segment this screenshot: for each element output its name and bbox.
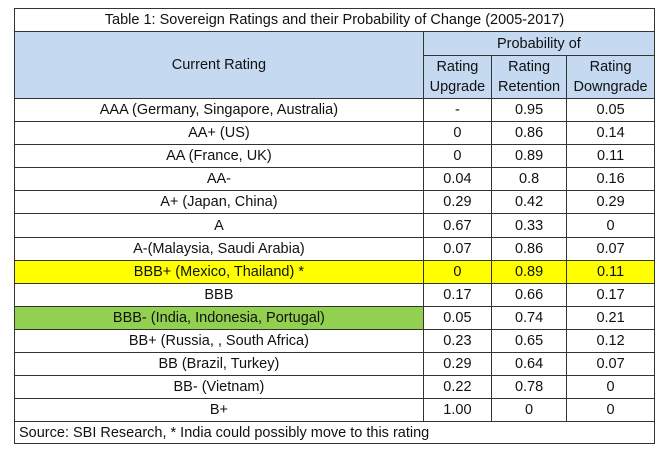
table-row: BBB+ (Mexico, Thailand) * 0 0.89 0.11 (14, 259, 655, 284)
rating-cell: AA (France, UK) (14, 144, 424, 169)
header-row: Current Rating Probability of (14, 31, 656, 99)
rating-cell: A (14, 213, 424, 238)
table-row: AA (France, UK) 0 0.89 0.11 (14, 144, 655, 169)
table-row: AAA (Germany, Singapore, Australia) -0.95… (14, 97, 655, 123)
rating-cell: B+ (14, 398, 424, 423)
upgrade-cell: 0.29 (422, 190, 493, 215)
upgrade-cell: 0.29 (422, 352, 493, 377)
upgrade-cell: 0 (422, 259, 493, 284)
downgrade-cell: 0.07 (566, 352, 655, 377)
upgrade-cell: 0.07 (422, 236, 493, 261)
retention-cell: 0.86 (491, 236, 568, 261)
header-retention-line1: Rating (508, 59, 551, 75)
table-row: AA+ (US) 0 0.86 0.14 (14, 121, 655, 146)
table-row: AA- 0.04 0.8 0.16 (14, 167, 655, 192)
header-downgrade-line2: Downgrade (573, 79, 648, 95)
table-row: BBB- (India, Indonesia, Portugal) 0.05 0.7… (14, 305, 655, 330)
header-upgrade-line2: Upgrade (429, 79, 486, 95)
downgrade-cell: 0.17 (566, 282, 655, 307)
retention-cell: 0 (491, 398, 568, 423)
upgrade-cell: 0.04 (422, 167, 493, 192)
downgrade-cell: 0 (566, 375, 655, 400)
table-row: BB (Brazil, Turkey) 0.29 0.64 0.07 (14, 352, 655, 377)
table-row: B+ 1.00 0 0 (14, 398, 655, 423)
downgrade-cell: 0.11 (566, 259, 655, 284)
table-row: BB- (Vietnam) 0.22 0.78 0 (14, 375, 655, 400)
retention-cell: 0.8 (491, 167, 568, 192)
retention-cell: 0.66 (491, 282, 568, 307)
downgrade-cell: 0.11 (566, 144, 655, 169)
downgrade-cell: 0 (566, 398, 655, 423)
retention-cell: 0.95 (491, 97, 568, 123)
rating-cell: AAA (Germany, Singapore, Australia) (14, 97, 424, 123)
rating-cell: AA+ (US) (14, 121, 424, 146)
rating-cell: BBB- (India, Indonesia, Portugal) (14, 305, 424, 330)
title-row: Table 1: Sovereign Ratings and their Pro… (14, 8, 655, 32)
rating-cell: A+ (Japan, China) (14, 190, 424, 215)
downgrade-cell: 0.07 (566, 236, 655, 261)
downgrade-cell: 0.05 (566, 97, 655, 123)
retention-cell: 0.78 (491, 375, 568, 400)
rating-cell: BB- (Vietnam) (14, 375, 424, 400)
source-row: Source: SBI Research, * India could poss… (14, 421, 655, 445)
header-upgrade-line1: Rating (436, 59, 479, 75)
table-title: Table 1: Sovereign Ratings and their Pro… (14, 8, 655, 32)
retention-cell: 0.65 (491, 328, 568, 354)
rating-cell: AA- (14, 167, 424, 192)
upgrade-cell: 0.67 (422, 213, 493, 238)
downgrade-cell: 0.14 (566, 121, 655, 146)
upgrade-cell: 0.22 (422, 375, 493, 400)
table-row: BBB 0.17 0.66 0.17 (14, 282, 655, 307)
downgrade-cell: 0.21 (566, 305, 655, 330)
header-current-rating: Current Rating (14, 31, 424, 99)
rating-cell: BB+ (Russia, , South Africa) (14, 328, 424, 354)
retention-cell: 0.42 (491, 190, 568, 215)
table-row: A+ (Japan, China) 0.29 0.42 0.29 (14, 190, 655, 215)
header-upgrade: Rating Upgrade (422, 55, 493, 99)
downgrade-cell: 0.16 (566, 167, 655, 192)
header-retention: Rating Retention (491, 55, 568, 99)
table-row: BB+ (Russia, , South Africa) 0.23 0.65 0.12 (14, 328, 655, 354)
upgrade-cell: - (422, 97, 493, 123)
downgrade-cell: 0.12 (566, 328, 655, 354)
header-downgrade-line1: Rating (589, 59, 632, 75)
table-row: A 0.67 0.33 0 (14, 213, 655, 238)
rating-cell: BBB (14, 282, 424, 307)
source-note: Source: SBI Research, * India could poss… (14, 421, 655, 445)
retention-cell: 0.89 (491, 144, 568, 169)
header-probability: Probability of (422, 31, 656, 56)
retention-cell: 0.64 (491, 352, 568, 377)
retention-cell: 0.33 (491, 213, 568, 238)
upgrade-cell: 0.17 (422, 282, 493, 307)
rating-cell: BB (Brazil, Turkey) (14, 352, 424, 377)
ratings-table: Table 1: Sovereign Ratings and their Pro… (14, 8, 656, 445)
header-current-rating-label: Current Rating (171, 57, 267, 73)
upgrade-cell: 0.05 (422, 305, 493, 330)
downgrade-cell: 0.29 (566, 190, 655, 215)
header-downgrade: Rating Downgrade (566, 55, 655, 99)
rating-cell: A-(Malaysia, Saudi Arabia) (14, 236, 424, 261)
header-retention-line2: Retention (498, 79, 561, 95)
retention-cell: 0.89 (491, 259, 568, 284)
retention-cell: 0.74 (491, 305, 568, 330)
retention-cell: 0.86 (491, 121, 568, 146)
table-row: A-(Malaysia, Saudi Arabia) 0.07 0.86 0.07 (14, 236, 655, 261)
rating-cell: BBB+ (Mexico, Thailand) * (14, 259, 424, 284)
upgrade-cell: 0 (422, 144, 493, 169)
upgrade-cell: 0 (422, 121, 493, 146)
upgrade-cell: 1.00 (422, 398, 493, 423)
upgrade-cell: 0.23 (422, 328, 493, 354)
downgrade-cell: 0 (566, 213, 655, 238)
